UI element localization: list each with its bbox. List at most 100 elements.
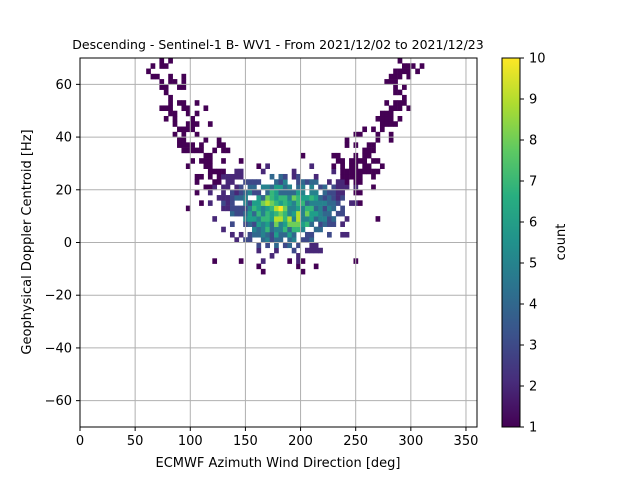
heatmap-cell: [282, 205, 288, 212]
heatmap-cell: [238, 158, 244, 164]
heatmap-cell: [274, 221, 279, 227]
heatmap-cell: [371, 147, 376, 154]
heatmap-cell: [247, 221, 253, 227]
heatmap-cell: [181, 105, 187, 112]
heatmap-cell: [252, 210, 257, 217]
heatmap-cell: [269, 216, 275, 222]
heatmap-cell: [322, 200, 328, 206]
heatmap-cell: [362, 158, 368, 164]
heatmap-cell: [146, 68, 151, 75]
heatmap-cell: [357, 131, 363, 138]
heatmap-cell: [265, 189, 270, 196]
heatmap-cell: [357, 189, 363, 196]
heatmap-cell: [393, 105, 398, 112]
heatmap-cell: [221, 147, 226, 154]
y-tick-label: 40: [55, 131, 72, 146]
heatmap-cell: [379, 121, 385, 127]
heatmap-cell: [168, 58, 173, 64]
heatmap-cell: [291, 247, 297, 254]
heatmap-cell: [150, 73, 156, 80]
heatmap-cell: [309, 247, 315, 254]
heatmap-cell: [322, 210, 328, 217]
heatmap-cell: [265, 237, 270, 243]
heatmap-cell: [216, 179, 222, 185]
heatmap-cell: [388, 105, 394, 112]
heatmap-cell: [172, 115, 178, 122]
heatmap-cell: [291, 226, 297, 233]
heatmap-cell: [278, 210, 284, 217]
heatmap-cell: [375, 158, 381, 164]
heatmap-cell: [291, 205, 297, 212]
heatmap-cell: [304, 179, 310, 185]
heatmap-cell: [216, 142, 222, 148]
heatmap-cell: [327, 200, 332, 206]
heatmap-cell: [168, 94, 173, 101]
heatmap-cell: [384, 100, 390, 106]
heatmap-cell: [366, 142, 372, 148]
heatmap-cell: [340, 184, 345, 191]
heatmap-cell: [331, 163, 337, 169]
heatmap-cell: [221, 195, 226, 201]
heatmap-cell: [415, 68, 420, 75]
heatmap-cell: [309, 163, 315, 169]
heatmap-cell: [154, 73, 160, 80]
heatmap-cell: [397, 105, 403, 112]
heatmap-cell: [344, 216, 350, 222]
heatmap-cell: [322, 195, 328, 201]
heatmap-cell: [327, 216, 332, 222]
heatmap-cell: [357, 158, 363, 164]
heatmap-cell: [375, 216, 381, 222]
heatmap-cell: [313, 247, 319, 254]
heatmap-cell: [177, 126, 182, 133]
heatmap-cell: [252, 216, 257, 222]
heatmap-cell: [260, 237, 266, 243]
heatmap-cell: [234, 195, 240, 201]
heatmap-cell: [159, 79, 165, 85]
heatmap-cell: [313, 226, 319, 233]
heatmap-cell: [309, 231, 315, 238]
heatmap-cell: [221, 184, 226, 191]
heatmap-cell: [300, 226, 306, 233]
heatmap-cell: [252, 231, 257, 238]
heatmap-cell: [256, 210, 262, 217]
heatmap-cell: [194, 179, 200, 185]
heatmap-cell: [335, 152, 341, 159]
heatmap-cell: [181, 73, 187, 80]
heatmap-cell: [287, 237, 293, 243]
heatmap-cell: [221, 142, 226, 148]
heatmap-cell: [203, 105, 209, 112]
heatmap-cell: [300, 189, 306, 196]
heatmap-cell: [406, 105, 412, 112]
heatmap-cell: [265, 163, 270, 169]
heatmap-cell: [181, 79, 187, 85]
heatmap-cell: [260, 258, 266, 264]
heatmap-cell: [177, 100, 182, 106]
heatmap-cell: [229, 221, 235, 227]
heatmap-cell: [300, 210, 306, 217]
x-tick-label: 350: [454, 434, 479, 449]
heatmap-cell: [265, 184, 270, 191]
heatmap-cell: [163, 84, 169, 90]
heatmap-cell: [291, 237, 297, 243]
heatmap-cell: [229, 195, 235, 201]
heatmap-cell: [393, 79, 398, 85]
heatmap-cell: [212, 258, 218, 264]
heatmap-cell: [278, 189, 284, 196]
heatmap-cell: [287, 231, 293, 238]
heatmap-cell: [296, 179, 301, 185]
heatmap-cell: [296, 200, 301, 206]
heatmap-cell: [362, 147, 368, 154]
heatmap-cell: [402, 94, 407, 101]
heatmap-cell: [362, 163, 368, 169]
heatmap-cell: [388, 131, 394, 138]
heatmap-cell: [256, 179, 262, 185]
heatmap-cell: [269, 210, 275, 217]
heatmap-cell: [340, 173, 345, 180]
heatmap-cell: [349, 168, 354, 175]
heatmap-cell: [327, 189, 332, 196]
heatmap-cell: [388, 79, 394, 85]
heatmap-cell: [252, 205, 257, 212]
heatmap-cell: [357, 168, 363, 175]
heatmap-cell: [163, 63, 169, 69]
heatmap-cell: [194, 189, 200, 196]
